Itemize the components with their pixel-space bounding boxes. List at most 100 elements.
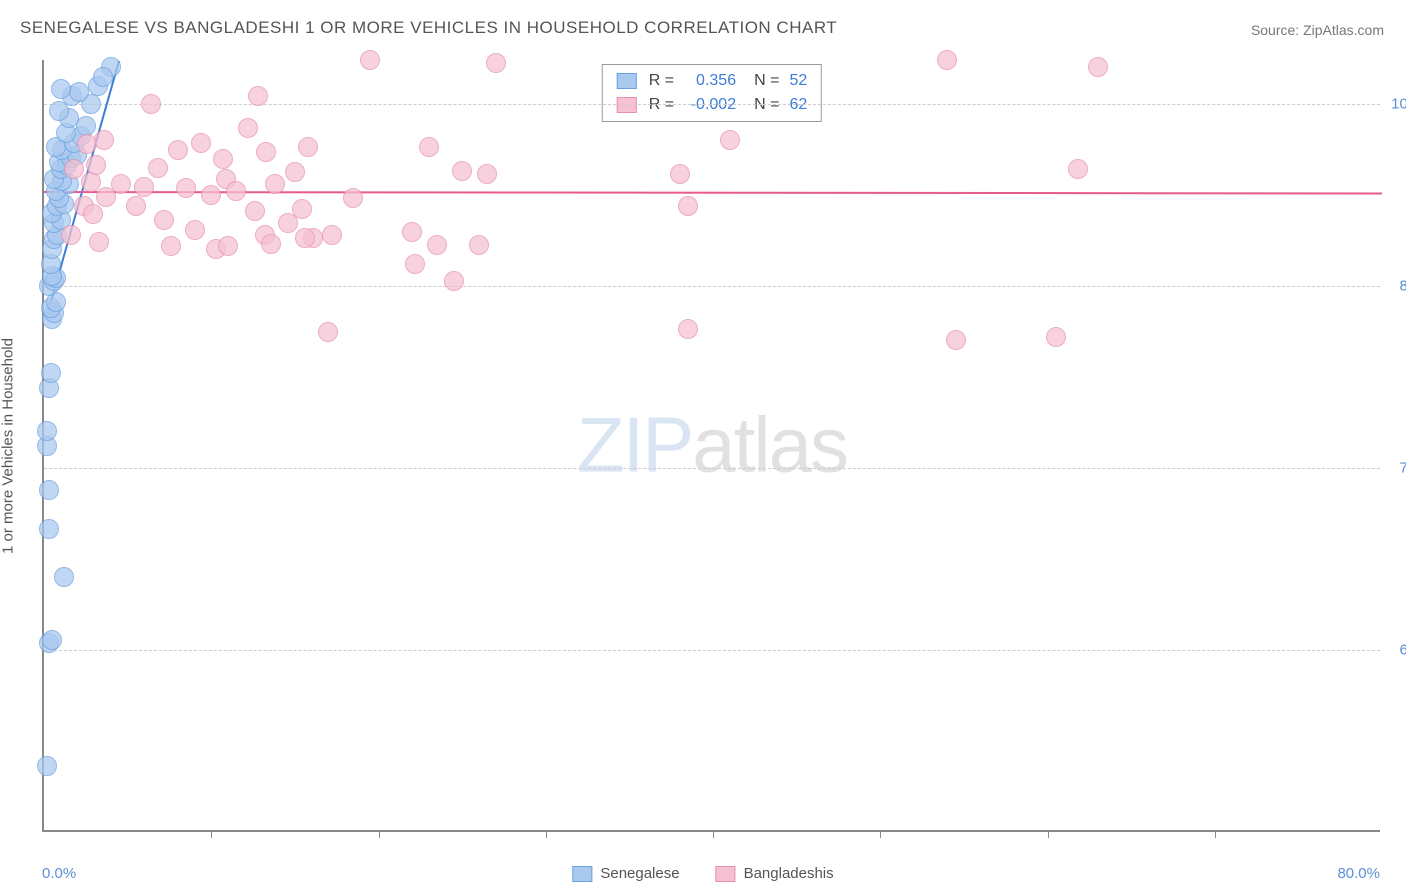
x-axis-min-label: 0.0% [42, 865, 76, 882]
data-point [41, 363, 61, 383]
n-value-bangladeshis: 62 [789, 93, 807, 117]
data-point [201, 185, 221, 205]
legend-label: Senegalese [600, 865, 679, 882]
data-point [69, 82, 89, 102]
data-point [89, 232, 109, 252]
data-point [678, 319, 698, 339]
x-axis-max-label: 80.0% [1337, 865, 1380, 882]
x-tick [880, 830, 881, 838]
data-point [265, 174, 285, 194]
data-point [37, 756, 57, 776]
data-point [39, 480, 59, 500]
data-point [176, 178, 196, 198]
data-point [148, 158, 168, 178]
data-point [111, 174, 131, 194]
data-point [161, 236, 181, 256]
data-point [134, 177, 154, 197]
data-point [37, 421, 57, 441]
x-tick [211, 830, 212, 838]
data-point [285, 162, 305, 182]
r-value-bangladeshis: -0.002 [686, 93, 736, 117]
scatter-plot-area: ZIPatlas R = 0.356 N = 52 R = -0.002 N =… [42, 60, 1380, 832]
y-tick-label: 87.5% [1382, 277, 1406, 294]
data-point [402, 222, 422, 242]
data-point [419, 137, 439, 157]
data-point [54, 567, 74, 587]
n-label: N = [754, 93, 779, 117]
data-point [322, 225, 342, 245]
data-point [238, 118, 258, 138]
watermark: ZIPatlas [577, 400, 847, 491]
data-point [226, 181, 246, 201]
data-point [51, 79, 71, 99]
watermark-atlas: atlas [692, 401, 847, 489]
data-point [1088, 57, 1108, 77]
gridline [44, 286, 1380, 287]
data-point [168, 140, 188, 160]
data-point [126, 196, 146, 216]
data-point [83, 204, 103, 224]
y-axis-title: 1 or more Vehicles in Household [0, 338, 17, 554]
data-point [937, 50, 957, 70]
stats-legend: R = 0.356 N = 52 R = -0.002 N = 62 [602, 64, 822, 122]
data-point [261, 234, 281, 254]
x-tick [379, 830, 380, 838]
data-point [318, 322, 338, 342]
legend-item-senegalese: Senegalese [572, 865, 679, 882]
legend-label: Bangladeshis [744, 865, 834, 882]
chart-title: SENEGALESE VS BANGLADESHI 1 OR MORE VEHI… [20, 18, 837, 38]
data-point [93, 67, 113, 87]
swatch-senegalese-icon [572, 866, 592, 882]
x-tick [1048, 830, 1049, 838]
data-point [405, 254, 425, 274]
data-point [427, 235, 447, 255]
data-point [1068, 159, 1088, 179]
data-point [42, 630, 62, 650]
data-point [678, 196, 698, 216]
data-point [39, 519, 59, 539]
data-point [486, 53, 506, 73]
gridline [44, 650, 1380, 651]
data-point [343, 188, 363, 208]
n-value-senegalese: 52 [789, 69, 807, 93]
data-point [86, 155, 106, 175]
data-point [452, 161, 472, 181]
data-point [1046, 327, 1066, 347]
data-point [191, 133, 211, 153]
data-point [360, 50, 380, 70]
data-point [670, 164, 690, 184]
data-point [213, 149, 233, 169]
series-legend: Senegalese Bangladeshis [572, 865, 833, 882]
data-point [256, 142, 276, 162]
data-point [185, 220, 205, 240]
y-tick-label: 62.5% [1382, 641, 1406, 658]
swatch-senegalese-icon [617, 73, 637, 89]
y-tick-label: 100.0% [1382, 95, 1406, 112]
n-label: N = [754, 69, 779, 93]
r-value-senegalese: 0.356 [686, 69, 736, 93]
data-point [154, 210, 174, 230]
data-point [61, 225, 81, 245]
watermark-zip: ZIP [577, 401, 692, 489]
data-point [298, 137, 318, 157]
data-point [248, 86, 268, 106]
legend-item-bangladeshis: Bangladeshis [716, 865, 834, 882]
source-attribution: Source: ZipAtlas.com [1251, 22, 1384, 38]
data-point [720, 130, 740, 150]
data-point [218, 236, 238, 256]
data-point [295, 228, 315, 248]
x-tick [713, 830, 714, 838]
stats-row-senegalese: R = 0.356 N = 52 [617, 69, 807, 93]
x-tick [546, 830, 547, 838]
swatch-bangladeshis-icon [716, 866, 736, 882]
data-point [64, 159, 84, 179]
gridline [44, 104, 1380, 105]
data-point [444, 271, 464, 291]
data-point [292, 199, 312, 219]
r-label: R = [649, 93, 674, 117]
data-point [946, 330, 966, 350]
data-point [141, 94, 161, 114]
data-point [469, 235, 489, 255]
y-tick-label: 75.0% [1382, 459, 1406, 476]
stats-row-bangladeshis: R = -0.002 N = 62 [617, 93, 807, 117]
